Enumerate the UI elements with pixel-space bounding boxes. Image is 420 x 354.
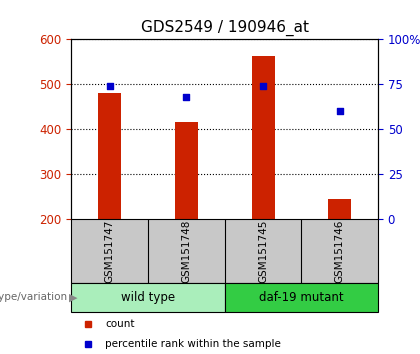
- Bar: [71, 283, 225, 312]
- Text: GSM151746: GSM151746: [335, 219, 345, 283]
- Text: genotype/variation: genotype/variation: [0, 292, 67, 302]
- Text: count: count: [105, 319, 134, 329]
- Text: GSM151747: GSM151747: [105, 219, 115, 283]
- Point: [260, 83, 266, 89]
- Point: [336, 108, 343, 114]
- Text: percentile rank within the sample: percentile rank within the sample: [105, 339, 281, 349]
- Text: wild type: wild type: [121, 291, 175, 304]
- Bar: [328, 199, 351, 219]
- Point: [106, 83, 113, 89]
- Text: GSM151748: GSM151748: [181, 219, 192, 283]
- Bar: [252, 56, 275, 219]
- Text: GSM151745: GSM151745: [258, 219, 268, 283]
- Bar: [98, 93, 121, 219]
- Text: ▶: ▶: [69, 292, 78, 302]
- Bar: [175, 122, 198, 219]
- Text: daf-19 mutant: daf-19 mutant: [259, 291, 344, 304]
- Bar: [225, 283, 378, 312]
- Title: GDS2549 / 190946_at: GDS2549 / 190946_at: [141, 20, 309, 36]
- Point: [183, 94, 190, 99]
